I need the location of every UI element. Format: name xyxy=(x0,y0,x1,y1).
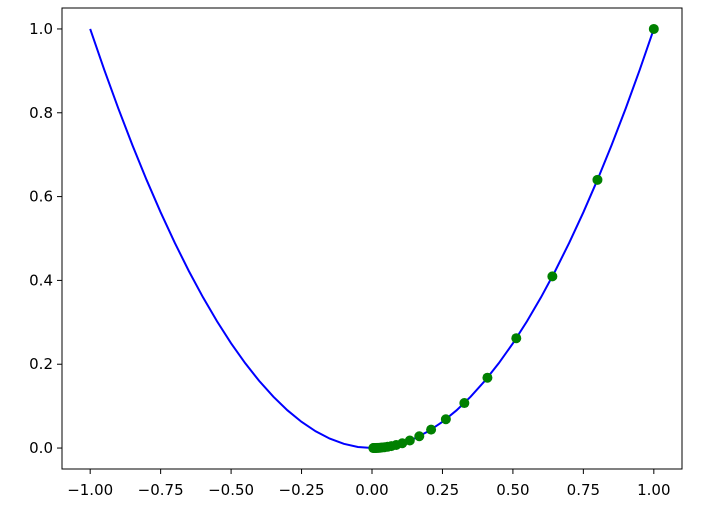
x-tick-label: 0.25 xyxy=(426,481,459,499)
x-tick-label: 0.50 xyxy=(496,481,529,499)
data-point xyxy=(414,431,425,442)
x-tick-label: −1.00 xyxy=(67,481,113,499)
data-point xyxy=(547,271,558,282)
y-tick-label: 1.0 xyxy=(29,20,53,38)
y-tick-label: 0.8 xyxy=(29,104,53,122)
x-tick-label: 0.00 xyxy=(355,481,388,499)
data-point xyxy=(440,414,451,425)
data-point xyxy=(426,424,437,435)
data-point xyxy=(592,174,603,185)
data-point xyxy=(459,398,470,409)
y-tick-label: 0.4 xyxy=(29,271,53,289)
data-point xyxy=(648,23,659,34)
y-tick-label: 0.6 xyxy=(29,188,53,206)
x-tick-label: 1.00 xyxy=(637,481,670,499)
plot-frame xyxy=(61,7,683,470)
data-point xyxy=(368,443,379,454)
data-point xyxy=(482,372,493,383)
x-tick-label: 0.75 xyxy=(567,481,600,499)
x-tick-label: −0.75 xyxy=(138,481,184,499)
data-point xyxy=(511,333,522,344)
x-tick-label: −0.25 xyxy=(279,481,325,499)
x-tick-label: −0.50 xyxy=(208,481,254,499)
y-tick-label: 0.0 xyxy=(29,439,53,457)
y-tick-label: 0.2 xyxy=(29,355,53,373)
data-point xyxy=(404,435,415,446)
